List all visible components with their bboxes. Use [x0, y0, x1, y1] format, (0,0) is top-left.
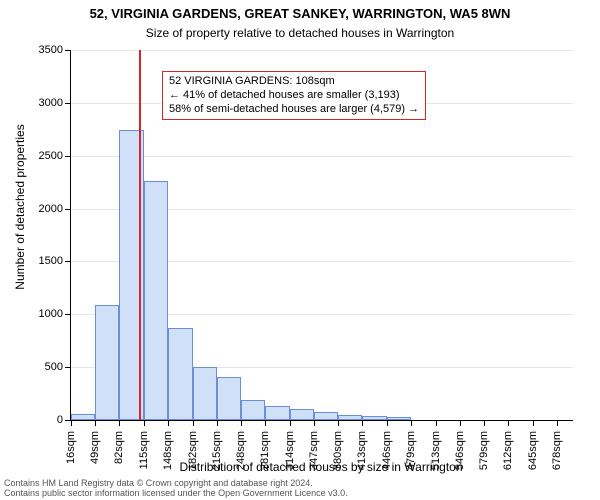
gridline [71, 50, 573, 51]
histogram-bar [290, 409, 314, 420]
annotation-line: ← 41% of detached houses are smaller (3,… [169, 89, 419, 103]
chart-title: 52, VIRGINIA GARDENS, GREAT SANKEY, WARR… [0, 6, 600, 21]
histogram-bar [168, 328, 193, 420]
x-tick [533, 420, 534, 426]
annotation-box: 52 VIRGINIA GARDENS: 108sqm← 41% of deta… [162, 71, 426, 120]
histogram-bar [95, 305, 119, 420]
histogram-bar [71, 414, 95, 420]
x-tick [217, 420, 218, 426]
annotation-line: 52 VIRGINIA GARDENS: 108sqm [169, 75, 419, 89]
footer-attribution: Contains HM Land Registry data © Crown c… [4, 478, 596, 498]
histogram-bar [314, 412, 338, 420]
y-tick-label: 1000 [39, 308, 71, 320]
y-tick-label: 3500 [39, 44, 71, 56]
footer-line-1: Contains HM Land Registry data © Crown c… [4, 478, 596, 488]
y-tick-label: 2000 [39, 203, 71, 215]
histogram-bar [241, 400, 265, 420]
x-tick [387, 420, 388, 426]
histogram-bar [217, 377, 241, 420]
x-tick [460, 420, 461, 426]
x-axis-label: Distribution of detached houses by size … [70, 460, 572, 474]
x-tick [265, 420, 266, 426]
histogram-bar [193, 367, 217, 420]
y-tick-label: 0 [57, 414, 71, 426]
chart-subtitle: Size of property relative to detached ho… [0, 26, 600, 40]
x-tick [436, 420, 437, 426]
x-tick [71, 420, 72, 426]
x-tick [95, 420, 96, 426]
x-tick [168, 420, 169, 426]
x-tick [557, 420, 558, 426]
plot-area: 050010001500200025003000350016sqm49sqm82… [70, 50, 573, 421]
x-tick [362, 420, 363, 426]
chart-root: 52, VIRGINIA GARDENS, GREAT SANKEY, WARR… [0, 0, 600, 500]
y-tick-label: 2500 [39, 150, 71, 162]
x-tick [119, 420, 120, 426]
y-tick-label: 500 [45, 361, 71, 373]
x-tick [193, 420, 194, 426]
x-tick [338, 420, 339, 426]
footer-line-2: Contains public sector information licen… [4, 488, 596, 498]
histogram-bar [338, 415, 362, 420]
annotation-line: 58% of semi-detached houses are larger (… [169, 103, 419, 117]
histogram-bar [362, 416, 386, 420]
histogram-bar [265, 406, 289, 420]
x-tick [508, 420, 509, 426]
y-tick-label: 3000 [39, 97, 71, 109]
histogram-bar [387, 417, 411, 420]
y-axis-label: Number of detached properties [13, 67, 27, 347]
x-tick [314, 420, 315, 426]
x-tick [241, 420, 242, 426]
x-tick [144, 420, 145, 426]
gridline [71, 156, 573, 157]
x-tick [411, 420, 412, 426]
x-tick [290, 420, 291, 426]
histogram-bar [144, 181, 168, 420]
this-property-marker [139, 50, 141, 420]
y-tick-label: 1500 [39, 255, 71, 267]
x-tick [484, 420, 485, 426]
